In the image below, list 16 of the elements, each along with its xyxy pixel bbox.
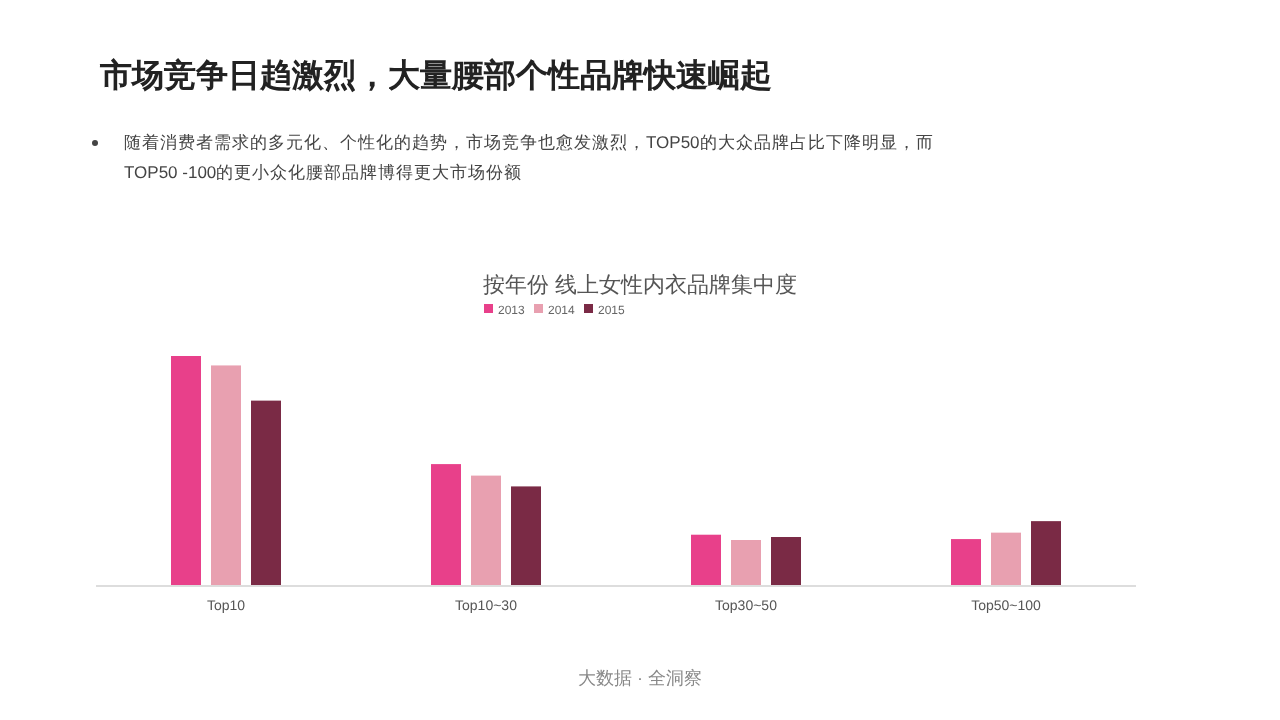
chart-subtitle: 按年份 线上女性内衣品牌集中度: [482, 272, 798, 298]
bar: [171, 356, 201, 586]
bar: [211, 365, 241, 586]
text: 大数据 · 全洞察: [576, 666, 704, 692]
bar: [471, 475, 501, 586]
bar: [251, 400, 281, 586]
bar: [1031, 521, 1061, 586]
bar: [511, 486, 541, 586]
bar: [771, 537, 801, 586]
bar: [951, 539, 981, 586]
chart-title: 市场竞争日趋激烈，大量腰部个性品牌快速崛起: [100, 56, 772, 98]
text: 随着消费者需求的多元化、个性化的趋势，市场竞争也愈发激烈，TOP50的大众品牌占比下降明显，而TOP50 -100的更小众化腰部品牌博得更大市场份额: [124, 130, 936, 186]
bar: [691, 534, 721, 586]
bar: [731, 540, 761, 586]
bar: [431, 464, 461, 586]
bar: [991, 532, 1021, 586]
